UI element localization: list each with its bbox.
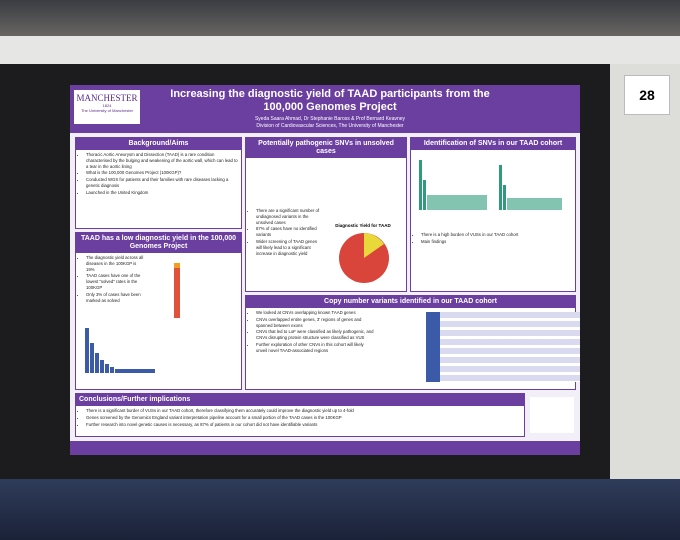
bullet-list: There is a high burden of VUSs in our TA… — [411, 232, 575, 245]
authors: Syeda Saara Ahmad, Dr Stephanie Baross &… — [254, 116, 406, 122]
table-figure — [426, 312, 580, 382]
frame-top — [0, 36, 680, 64]
bullet: What is the 100,000 Genomes Project (100… — [86, 170, 238, 176]
figure — [419, 160, 562, 211]
bullet: Thoracic Aortic Aneurysm and Dissection … — [86, 152, 238, 169]
bullet-list: There is a significant burder of VUSs in… — [76, 408, 524, 427]
section-heading: Conclusions/Further implications — [76, 394, 524, 407]
bullet: Further research into novel genetic caus… — [86, 422, 521, 428]
logo-name: MANCHESTER — [76, 93, 138, 103]
section: Potentially pathogenic SNVs in unsolved … — [245, 137, 407, 292]
poster: MANCHESTER 1824 The University of Manche… — [70, 85, 580, 455]
section-heading: Identification of SNVs in our TAAD cohor… — [411, 138, 575, 151]
section: Background/Aims Thoracic Aortic Aneurysm… — [75, 137, 242, 229]
logo-subtitle: The University of Manchester — [80, 108, 134, 113]
floor — [0, 479, 680, 540]
bullet: Further exploration of other CNVs in thi… — [256, 342, 376, 354]
section: Identification of SNVs in our TAAD cohor… — [410, 137, 576, 292]
bullet: Only 3% of cases have been marked as sol… — [86, 292, 146, 304]
figure — [174, 263, 180, 318]
poster-title: Increasing the diagnostic yield of TAAD … — [170, 88, 490, 114]
poster-footer — [70, 441, 580, 455]
chart-title: Diagnostic Yield for TAAD — [335, 223, 391, 228]
bullet: Main findings — [421, 239, 572, 245]
bullet: There is a significant burder of VUSs in… — [86, 408, 521, 414]
bullet: There is a high burden of VUSs in our TA… — [421, 232, 572, 238]
bullet: CNVs overlapped entire genes, 3' regions… — [256, 317, 376, 329]
poster-header — [70, 85, 580, 133]
section-heading: Potentially pathogenic SNVs in unsolved … — [246, 138, 406, 159]
bullet: TAAD cases have one of the lowest "solve… — [86, 273, 146, 290]
bullet-list: There are a significant number of undiag… — [246, 208, 327, 256]
sponsor-logos — [530, 397, 574, 433]
bullet: Conducted WGS for patients and their fam… — [86, 177, 238, 189]
bullet: There are a significant number of undiag… — [256, 208, 324, 225]
section-heading: Copy number variants identified in our T… — [246, 296, 575, 309]
section: TAAD has a low diagnostic yield in the 1… — [75, 232, 242, 390]
figure — [85, 328, 155, 373]
pie-figure — [339, 233, 389, 283]
board-number: 28 — [624, 75, 670, 115]
ceiling — [0, 0, 680, 40]
bullet-list: Thoracic Aortic Aneurysm and Dissection … — [76, 152, 241, 196]
section-heading: TAAD has a low diagnostic yield in the 1… — [76, 233, 241, 254]
section: Conclusions/Further implications There i… — [75, 393, 525, 437]
logo: MANCHESTER 1824 The University of Manche… — [74, 90, 140, 124]
section: Copy number variants identified in our T… — [245, 295, 580, 390]
bullet: The diagnostic yield across all diseases… — [86, 255, 146, 272]
bullet: Wider screening of TAAD genes will likel… — [256, 239, 324, 256]
logo-year: 1824 — [102, 103, 112, 108]
bullet: Genes screened by the Genomics England v… — [86, 415, 521, 421]
bullet: 87% of cases have no identified variants — [256, 226, 324, 238]
section-heading: Background/Aims — [76, 138, 241, 151]
bullet-list: We looked at CNVs overlapping known TAAD… — [246, 310, 379, 354]
bullet: We looked at CNVs overlapping known TAAD… — [256, 310, 376, 316]
frame-side — [610, 64, 680, 479]
bullet-list: The diagnostic yield across all diseases… — [76, 255, 149, 303]
affiliation: Division of Cardiovascular Sciences, The… — [256, 123, 404, 129]
bullet: CNVs that led to LoF were classified as … — [256, 329, 376, 341]
bullet: Launched in the United Kingdom — [86, 190, 238, 196]
